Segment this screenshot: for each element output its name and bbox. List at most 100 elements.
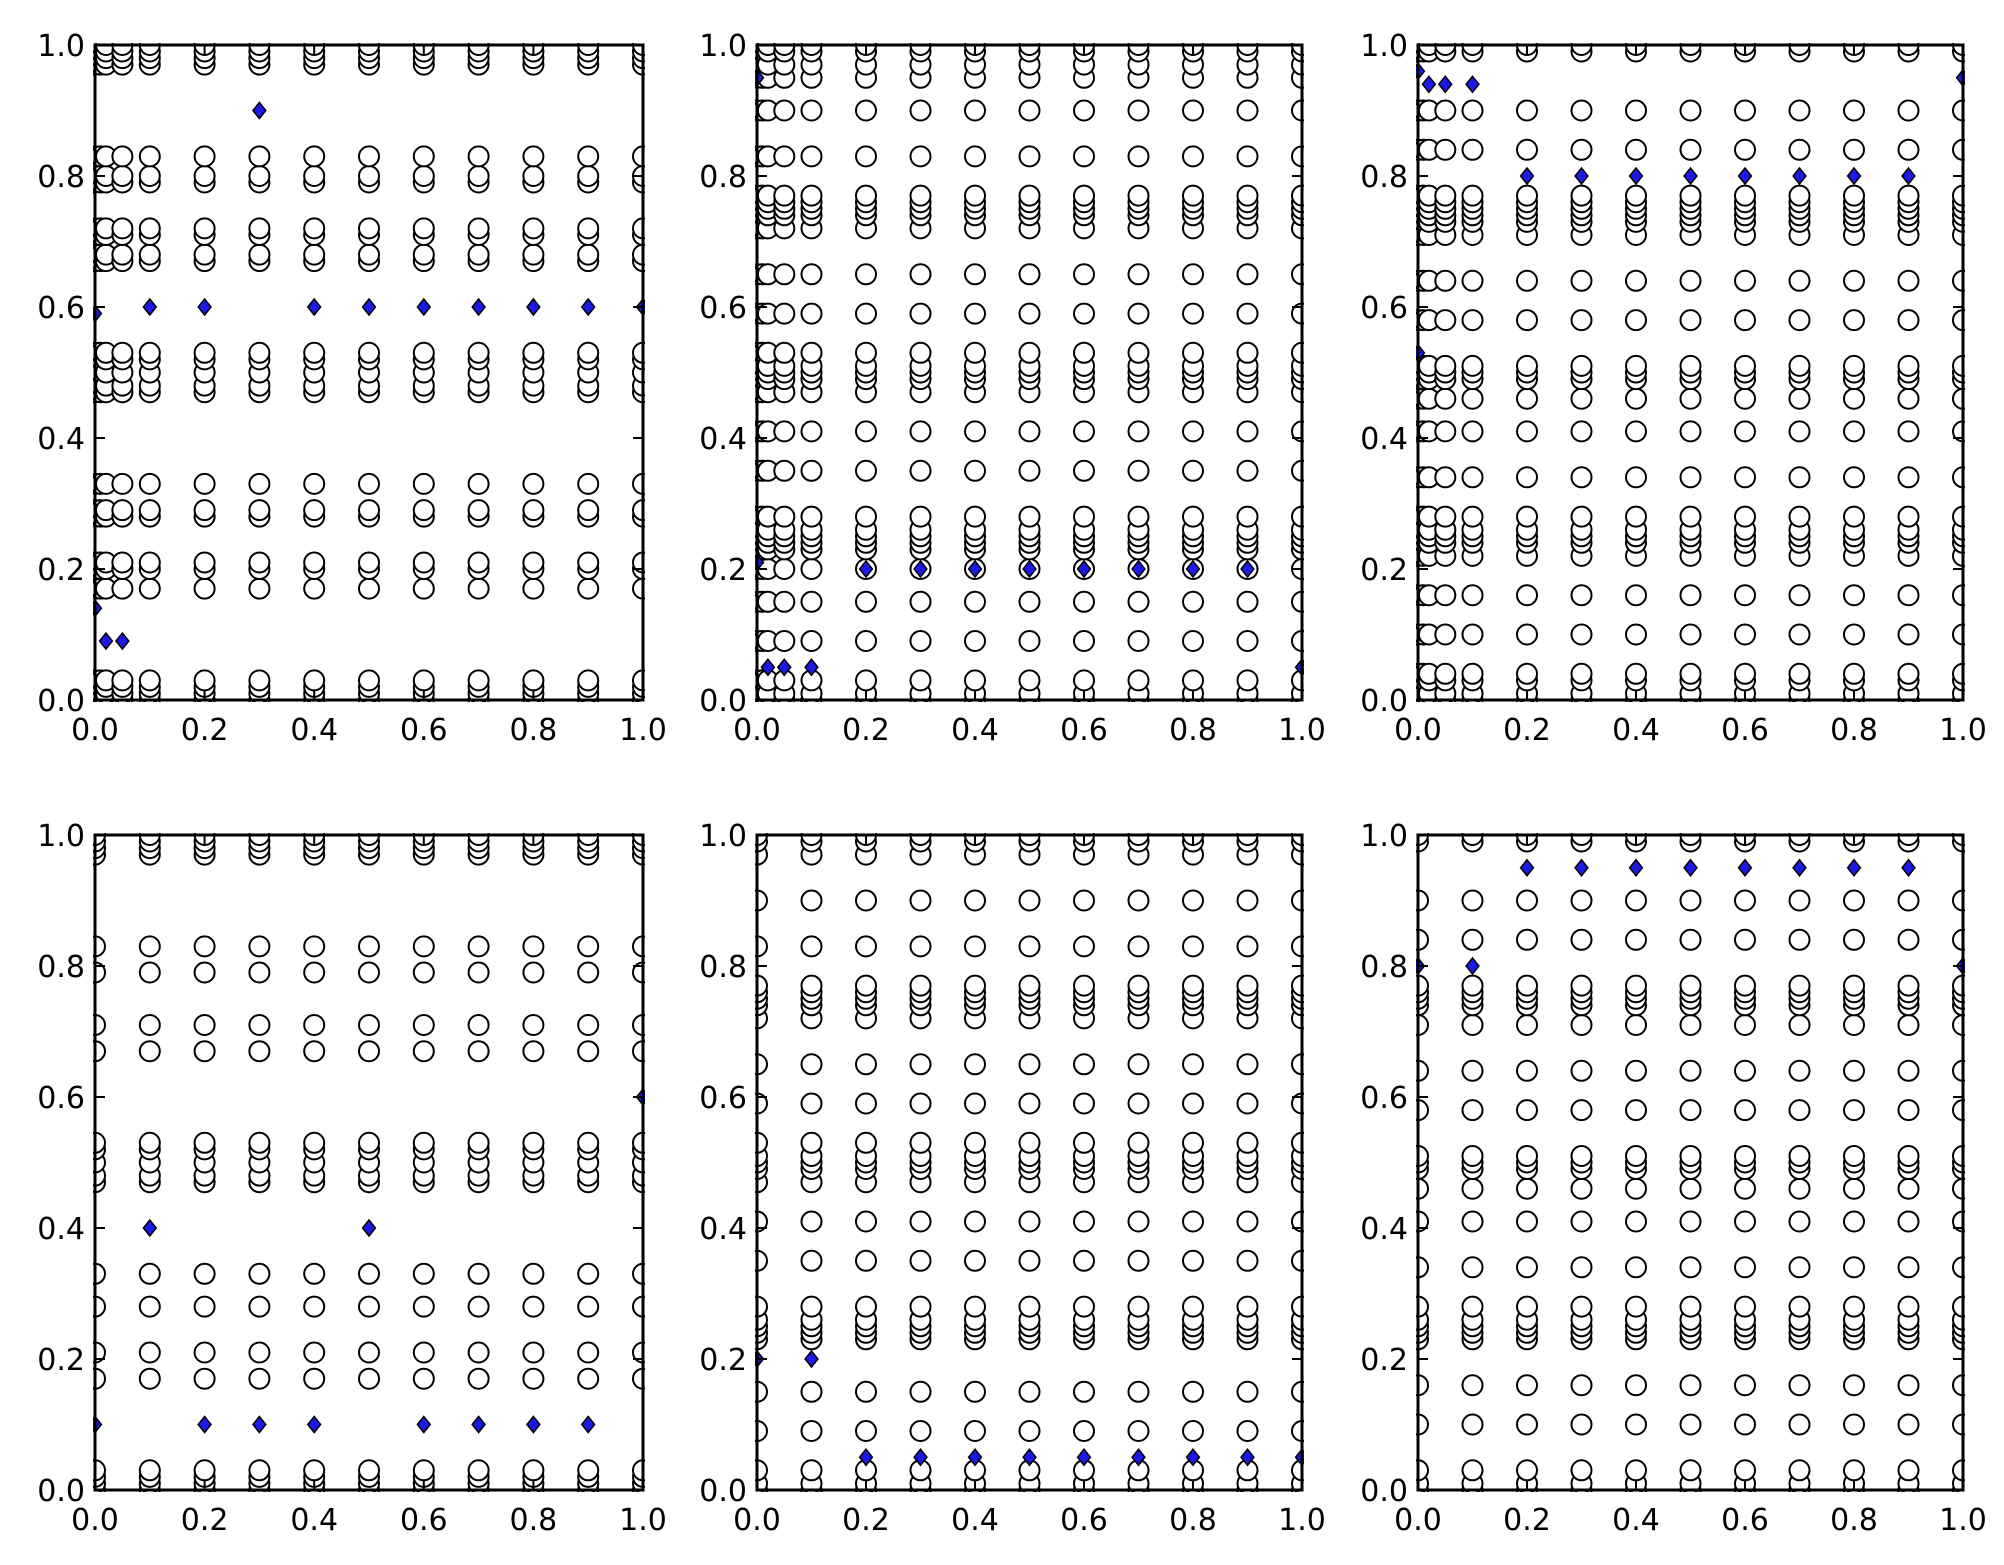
data-point [1236,630,1259,652]
data-point [855,459,877,482]
data-point [1843,1459,1865,1482]
data-point [1127,145,1150,168]
data-point [1018,1380,1041,1403]
data-point [1843,1014,1865,1036]
data-point [1516,1177,1538,1200]
data-point [522,961,545,984]
data-point [1236,420,1259,443]
data-point [1461,662,1484,685]
x-tick-label: 0.8 [1169,1503,1217,1538]
data-point [855,420,877,443]
y-tick-label: 0.6 [37,291,85,326]
data-point [1679,662,1702,685]
data-point [1516,466,1538,489]
y-tick-label: 0.8 [1360,160,1408,195]
data-point [1127,889,1150,912]
data-point [522,165,545,187]
x-tick-label: 0.2 [842,1503,890,1538]
data-point [909,590,932,613]
data-point [1236,1210,1259,1233]
x-tick-label: 0.4 [290,713,338,748]
data-point [1843,1413,1865,1436]
data-point [1127,263,1150,286]
data-point [193,669,216,692]
highlight-point [361,1218,377,1238]
x-tick-label: 0.6 [1060,713,1108,748]
data-point [1734,1014,1756,1036]
data-point [522,1341,545,1364]
data-point [1734,138,1756,161]
data-point [1434,662,1457,685]
x-tick-label: 0.4 [1612,713,1660,748]
data-point [1843,387,1865,410]
data-point [1127,420,1150,443]
data-point [248,669,271,692]
data-point [1788,1145,1811,1167]
x-tick-label: 0.0 [71,713,119,748]
highlight-point [1421,75,1437,94]
data-point [1570,1177,1593,1200]
y-tick-label: 0.2 [699,1343,747,1378]
data-point [248,1459,271,1482]
data-point [855,1420,877,1442]
data-point [909,889,932,912]
highlight-point [1240,1448,1255,1467]
data-point [855,302,877,325]
data-point [1236,1420,1259,1442]
y-tick-label: 0.2 [37,553,85,588]
data-point [467,243,490,266]
data-point [1734,387,1756,410]
data-point [303,145,326,168]
data-point [1625,623,1647,646]
highlight-point [967,559,983,579]
data-point [1625,184,1647,207]
data-point [1516,1374,1538,1397]
data-point [800,1249,823,1272]
data-point [111,551,134,574]
highlight-point [1131,559,1146,579]
highlight-point [1901,858,1916,877]
markers [1416,43,1965,702]
data-point [193,935,216,958]
highlight-point [1131,1448,1146,1467]
data-point [1182,1420,1204,1442]
data-point [1461,1374,1484,1397]
data-point [1679,387,1702,410]
data-point [1625,1459,1647,1482]
data-point [1461,974,1484,997]
data-point [964,341,986,364]
data-point [1679,623,1702,646]
data-point [964,1092,986,1115]
data-point [1897,584,1920,607]
data-point [111,499,134,522]
data-point [1461,1177,1484,1200]
data-point [1018,145,1041,168]
data-point [1073,1131,1095,1154]
data-point [1073,1053,1095,1076]
data-point [248,1014,271,1036]
data-point [1570,138,1593,161]
data-point [1182,145,1204,168]
data-point [1236,1295,1259,1318]
data-point [1182,1295,1204,1318]
x-tick-label: 0.4 [951,1503,999,1538]
data-point [1516,505,1538,528]
data-point [1788,623,1811,646]
data-point [1018,974,1041,997]
data-point [248,217,271,240]
data-point [1843,1177,1865,1200]
data-point [412,1459,435,1482]
data-point [193,1014,216,1036]
data-point [1788,1413,1811,1436]
subplot-6: 0.0 0.2 0.4 0.6 0.8 1.0 0.0 0.2 0.4 0.6 0.8 1.0 [1360,819,1987,1538]
data-point [1461,889,1484,912]
data-point [964,1420,986,1442]
data-point [577,499,600,522]
data-point [1127,935,1150,958]
data-point [1236,145,1259,168]
data-point [1461,584,1484,607]
data-point [577,961,600,984]
subplot-5: 0.0 0.2 0.4 0.6 0.8 1.0 0.0 0.2 0.4 0.6 0.8 1.0 [699,819,1326,1538]
data-point [412,243,435,266]
y-tick-label: 0.0 [699,1474,747,1509]
